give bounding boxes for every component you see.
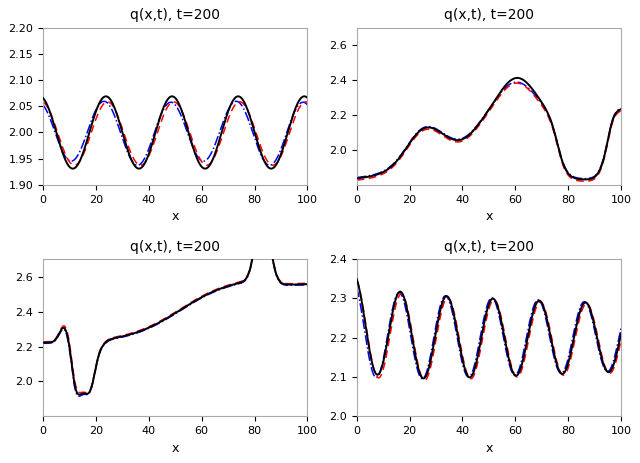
X-axis label: x: x (172, 210, 179, 223)
Title: q(x,t), t=200: q(x,t), t=200 (444, 8, 534, 22)
X-axis label: x: x (172, 442, 179, 455)
Title: q(x,t), t=200: q(x,t), t=200 (444, 240, 534, 254)
X-axis label: x: x (485, 210, 493, 223)
X-axis label: x: x (485, 442, 493, 455)
Title: q(x,t), t=200: q(x,t), t=200 (130, 240, 220, 254)
Title: q(x,t), t=200: q(x,t), t=200 (130, 8, 220, 22)
